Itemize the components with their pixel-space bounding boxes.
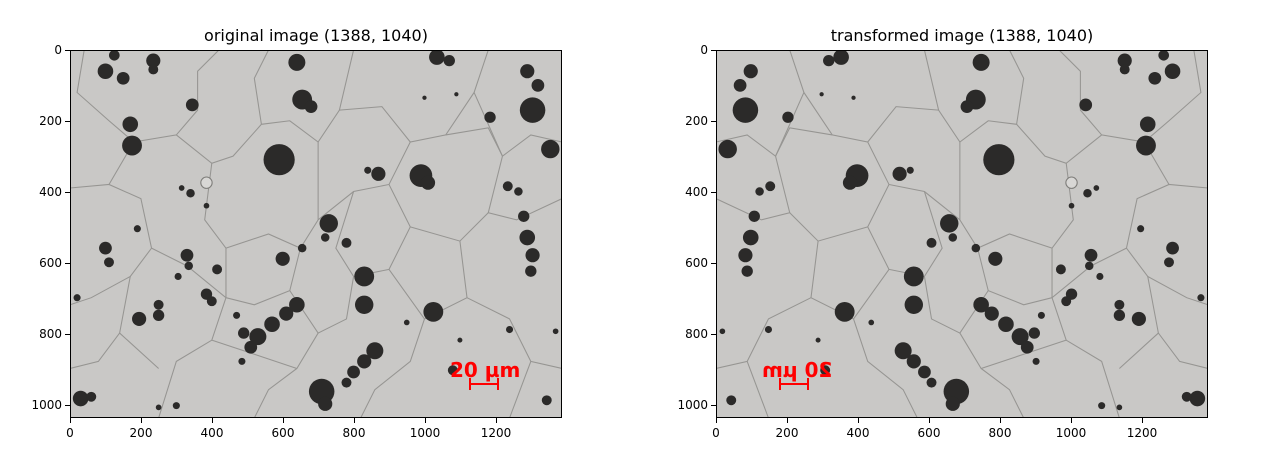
x-tick (1071, 418, 1072, 423)
y-tick (65, 263, 70, 264)
y-tick (711, 50, 716, 51)
x-tick-label: 1200 (480, 426, 512, 440)
transformed-image-panel: transformed image (1388, 1040) 20 µm 0 2… (646, 0, 1246, 472)
x-tick-label: 1000 (1055, 426, 1087, 440)
x-tick-label: 1000 (409, 426, 441, 440)
x-tick-label: 200 (129, 426, 153, 440)
scale-bar (469, 378, 499, 390)
y-tick (711, 334, 716, 335)
y-tick-label: 400 (39, 185, 62, 199)
x-tick-label: 200 (775, 426, 799, 440)
y-tick (65, 121, 70, 122)
x-tick (354, 418, 355, 423)
y-tick-label: 0 (700, 43, 708, 57)
y-tick-label: 800 (685, 327, 708, 341)
x-tick (212, 418, 213, 423)
x-tick-label: 400 (200, 426, 224, 440)
y-tick-label: 600 (685, 256, 708, 270)
y-tick (65, 405, 70, 406)
x-tick (283, 418, 284, 423)
scale-bar-label: 20 µm (450, 358, 521, 382)
x-tick (70, 418, 71, 423)
y-tick (711, 121, 716, 122)
y-tick (711, 405, 716, 406)
mirrored-scale-bar (779, 378, 809, 390)
x-tick (425, 418, 426, 423)
y-tick-label: 600 (39, 256, 62, 270)
transformed-image-title: transformed image (1388, 1040) (830, 26, 1094, 45)
x-tick (141, 418, 142, 423)
y-tick-label: 200 (685, 114, 708, 128)
x-tick-label: 600 (917, 426, 941, 440)
y-tick-label: 800 (39, 327, 62, 341)
x-tick-label: 800 (342, 426, 366, 440)
x-tick-label: 400 (846, 426, 870, 440)
x-tick (858, 418, 859, 423)
y-tick-label: 400 (685, 185, 708, 199)
y-tick-label: 0 (54, 43, 62, 57)
y-tick-label: 200 (39, 114, 62, 128)
x-tick-label: 800 (988, 426, 1012, 440)
y-tick-label: 1000 (677, 398, 708, 412)
x-tick (1000, 418, 1001, 423)
y-tick (711, 263, 716, 264)
x-tick-label: 0 (712, 426, 720, 440)
y-tick-label: 1000 (31, 398, 62, 412)
y-tick (65, 50, 70, 51)
original-image-panel: original image (1388, 1040) (0, 0, 600, 472)
x-tick (929, 418, 930, 423)
x-tick-label: 600 (271, 426, 295, 440)
x-tick-label: 0 (66, 426, 74, 440)
x-tick (496, 418, 497, 423)
x-tick-label: 1200 (1126, 426, 1158, 440)
x-tick (1142, 418, 1143, 423)
micrograph-image (70, 50, 562, 418)
original-image-plot-area (70, 50, 562, 418)
y-tick (65, 192, 70, 193)
y-tick (65, 334, 70, 335)
y-tick (711, 192, 716, 193)
x-tick (716, 418, 717, 423)
original-image-title: original image (1388, 1040) (204, 26, 428, 45)
x-tick (787, 418, 788, 423)
